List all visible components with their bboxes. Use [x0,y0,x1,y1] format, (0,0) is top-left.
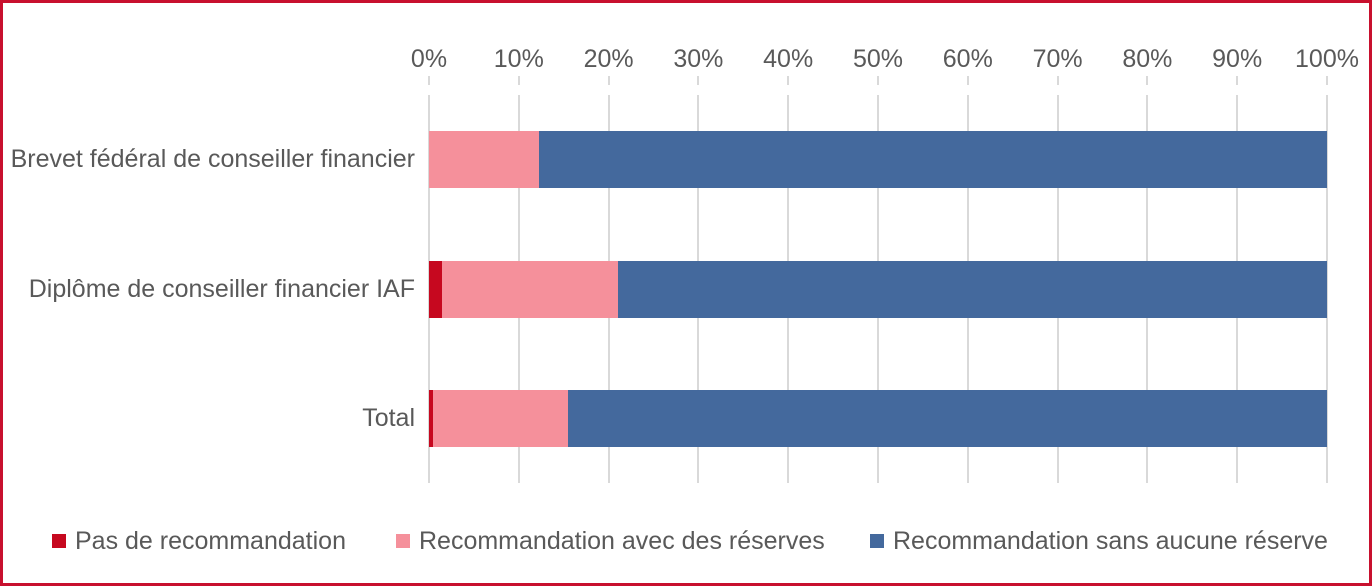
x-tick-label: 0% [410,45,448,73]
legend-label: Pas de recommandation [75,526,346,555]
x-tick-label: 40% [763,45,814,73]
legend-item: Pas de recommandation [52,523,346,559]
plot-area [428,95,1328,483]
legend-swatch-icon [52,534,66,548]
x-tick-mark [787,76,790,85]
x-axis: 0% 10% 20% 30% 40% 50% 60% 70% 80% 90% 100% [411,43,1359,75]
legend-item: Recommandation sans aucune réserve [870,523,1328,559]
bar-segment-recommandation-avec-des-r-serves [429,131,540,189]
x-tick-mark [966,76,969,85]
legend: Pas de recommandation Recommandation avec… [3,523,1369,559]
x-tick-label: 50% [852,45,904,73]
bar-segment-recommandation-sans-aucune-r-serve [568,389,1327,447]
legend-label: Recommandation avec des réserves [419,526,825,555]
category-axis: Brevet fédéral de conseiller financier Di… [5,95,423,483]
bar-segment-recommandation-sans-aucune-r-serve [618,260,1327,318]
bar-segment-recommandation-sans-aucune-r-serve [539,131,1327,189]
x-tick-mark [1236,76,1239,85]
bar-segment-pas-de-recommandation [429,260,443,318]
bar-segment-recommandation-avec-des-r-serves [433,389,569,447]
x-tick-label: 20% [583,45,634,73]
bar-row [429,389,1327,447]
x-tick-label: 30% [673,45,724,73]
gridline [1326,95,1328,483]
x-tick-label: 80% [1122,45,1173,73]
category-label: Diplôme de conseiller financier IAF [28,274,415,303]
x-tick-mark [607,76,610,85]
x-tick-mark [697,76,700,85]
category-label: Brevet fédéral de conseiller financier [10,145,415,174]
legend-swatch-icon [396,534,410,548]
x-tick-label: 10% [493,45,544,73]
bar-segment-recommandation-avec-des-r-serves [442,260,619,318]
x-tick-mark [877,76,879,85]
x-tick-mark [1326,76,1328,85]
legend-item: Recommandation avec des réserves [396,523,825,559]
x-tick-label: 90% [1212,45,1263,73]
legend-label: Recommandation sans aucune réserve [893,526,1328,555]
x-tick-label: 100% [1295,45,1359,73]
x-tick-mark [428,76,430,85]
bar-segment-pas-de-recommandation [429,389,434,447]
x-tick-mark [1056,76,1059,85]
x-tick-mark [517,76,520,85]
category-label: Total [362,403,415,432]
x-tick-mark [1146,76,1149,85]
bar-row [429,131,1327,189]
bar-row [429,260,1327,318]
x-tick-label: 60% [942,45,993,73]
x-tick-label: 70% [1032,45,1083,73]
legend-swatch-icon [870,534,884,548]
